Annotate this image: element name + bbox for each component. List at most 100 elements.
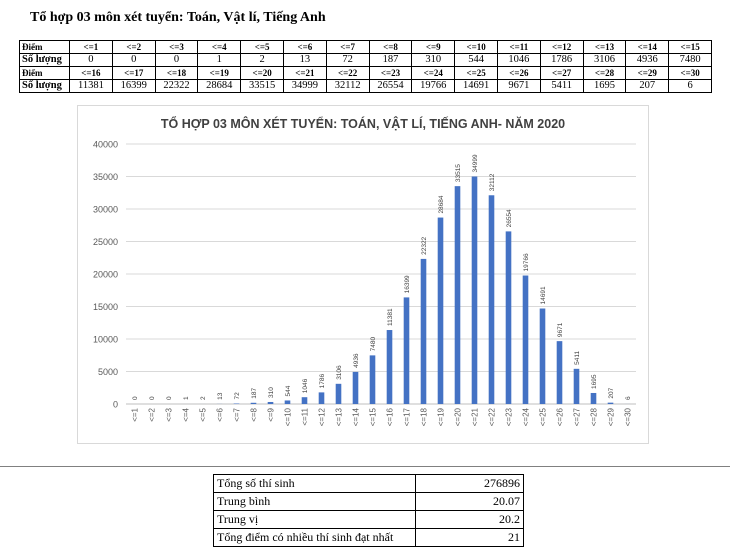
data-label: 1046 bbox=[302, 378, 309, 393]
x-tick-label: <=9 bbox=[267, 407, 276, 421]
bar bbox=[267, 401, 274, 404]
bar bbox=[335, 383, 342, 404]
bar bbox=[369, 355, 376, 404]
score-count-cell: 1046 bbox=[496, 53, 541, 67]
bar bbox=[607, 402, 614, 404]
y-tick-label: 35000 bbox=[93, 172, 118, 182]
score-count-cell: 13 bbox=[282, 53, 327, 67]
x-tick-label: <=8 bbox=[250, 407, 259, 421]
bar bbox=[454, 186, 461, 404]
score-count-cell: 7480 bbox=[668, 53, 712, 67]
bar bbox=[488, 195, 495, 404]
score-category-cell: <=5 bbox=[240, 40, 284, 54]
score-count-cell: 22322 bbox=[154, 79, 199, 93]
score-count-cell: 310 bbox=[411, 53, 456, 67]
score-category-cell: <=25 bbox=[454, 66, 498, 80]
bar bbox=[471, 176, 478, 404]
score-header-row: Điểm <=16 <=17 <=18 <=19 <=20 <=21 <=22 <=23 <=24… bbox=[19, 66, 712, 80]
score-category-cell: <=8 bbox=[368, 40, 413, 54]
data-label: 4936 bbox=[353, 353, 360, 368]
y-tick-label: 30000 bbox=[93, 205, 118, 215]
bar bbox=[420, 258, 427, 404]
score-count-cell: 4936 bbox=[625, 53, 670, 67]
score-count-cell: 207 bbox=[625, 79, 670, 93]
score-count-cell: 26554 bbox=[368, 79, 413, 93]
score-category-cell: <=9 bbox=[411, 40, 456, 54]
x-tick-label: <=5 bbox=[199, 407, 208, 421]
chart-frame: TỔ HỢP 03 MÔN XÉT TUYỂN: TOÁN, VẬT LÍ, T… bbox=[77, 105, 649, 444]
chart-title: TỔ HỢP 03 MÔN XÉT TUYỂN: TOÁN, VẬT LÍ, T… bbox=[161, 116, 565, 131]
score-category-cell: <=7 bbox=[325, 40, 370, 54]
stats-value: 21 bbox=[415, 528, 524, 547]
data-label: 0 bbox=[166, 396, 173, 400]
bar bbox=[505, 231, 512, 404]
summary-stats-table: Tổng số thí sinh 276896 Trung bình 20.07 Tru… bbox=[213, 474, 524, 547]
data-label: 19766 bbox=[523, 253, 530, 271]
score-count-cell: 0 bbox=[111, 53, 156, 67]
score-category-cell: <=10 bbox=[454, 40, 498, 54]
bar bbox=[250, 402, 257, 404]
stats-label: Trung vị bbox=[213, 510, 416, 529]
bar bbox=[318, 392, 325, 404]
y-tick-label: 5000 bbox=[98, 367, 118, 377]
y-tick-label: 10000 bbox=[93, 335, 118, 345]
bar bbox=[352, 371, 359, 404]
score-count-row: Số lượng 11381 16399 22322 28684 33515 34999 32… bbox=[19, 79, 712, 93]
score-category-cell: <=20 bbox=[240, 66, 284, 80]
data-label: 33515 bbox=[455, 164, 462, 182]
x-tick-label: <=7 bbox=[233, 407, 242, 421]
score-count-cell: 2 bbox=[240, 53, 284, 67]
score-count-cell: 16399 bbox=[111, 79, 156, 93]
x-tick-label: <=29 bbox=[607, 407, 616, 426]
data-label: 9671 bbox=[557, 322, 564, 337]
bar bbox=[590, 392, 597, 404]
bar bbox=[284, 400, 291, 404]
x-tick-label: <=21 bbox=[471, 407, 480, 426]
x-tick-label: <=15 bbox=[369, 407, 378, 426]
bar bbox=[522, 275, 529, 404]
score-count-cell: 32112 bbox=[325, 79, 370, 93]
data-label: 207 bbox=[608, 387, 615, 398]
data-label: 0 bbox=[149, 396, 156, 400]
data-label: 2 bbox=[200, 396, 207, 400]
data-label: 310 bbox=[268, 387, 275, 398]
x-tick-label: <=18 bbox=[420, 407, 429, 426]
y-tick-label: 40000 bbox=[93, 140, 118, 150]
score-count-cell: 544 bbox=[454, 53, 498, 67]
stats-label: Tổng điểm có nhiều thí sinh đạt nhất bbox=[213, 528, 416, 547]
score-count-cell: 19766 bbox=[411, 79, 456, 93]
x-tick-label: <=19 bbox=[437, 407, 446, 426]
stats-value: 276896 bbox=[415, 474, 524, 493]
data-label: 13 bbox=[217, 392, 224, 400]
x-tick-label: <=27 bbox=[573, 407, 582, 426]
data-label: 34999 bbox=[472, 154, 479, 172]
x-tick-label: <=28 bbox=[590, 407, 599, 426]
score-count-cell: 3106 bbox=[582, 53, 627, 67]
stats-row: Trung vị 20.2 bbox=[213, 510, 524, 529]
data-label: 11381 bbox=[387, 308, 394, 326]
x-tick-label: <=3 bbox=[165, 407, 174, 421]
data-label: 5411 bbox=[574, 350, 581, 364]
x-tick-label: <=1 bbox=[131, 407, 140, 421]
score-count-cell: 5411 bbox=[539, 79, 584, 93]
x-tick-label: <=4 bbox=[182, 407, 191, 421]
x-tick-label: <=17 bbox=[403, 407, 412, 426]
data-label: 16399 bbox=[404, 275, 411, 293]
score-count-cell: 1786 bbox=[539, 53, 584, 67]
score-count-cell: 72 bbox=[325, 53, 370, 67]
y-tick-label: 15000 bbox=[93, 302, 118, 312]
x-tick-label: <=2 bbox=[148, 407, 157, 421]
score-category-cell: <=11 bbox=[496, 40, 541, 54]
score-category-cell: <=4 bbox=[197, 40, 242, 54]
bar bbox=[556, 341, 563, 404]
divider bbox=[0, 466, 730, 467]
score-count-cell: 0 bbox=[69, 53, 113, 67]
row-label-diem: Điểm bbox=[19, 66, 70, 80]
page-heading: Tổ hợp 03 môn xét tuyển: Toán, Vật lí, T… bbox=[30, 10, 326, 25]
stats-value: 20.07 bbox=[415, 492, 524, 511]
row-label-so-luong: Số lượng bbox=[19, 53, 70, 67]
data-label: 1695 bbox=[591, 374, 598, 389]
stats-row: Trung bình 20.07 bbox=[213, 492, 524, 511]
score-category-cell: <=6 bbox=[282, 40, 327, 54]
score-category-cell: <=27 bbox=[539, 66, 584, 80]
